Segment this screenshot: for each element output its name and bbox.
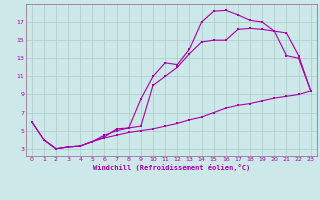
X-axis label: Windchill (Refroidissement éolien,°C): Windchill (Refroidissement éolien,°C) [92, 164, 250, 171]
